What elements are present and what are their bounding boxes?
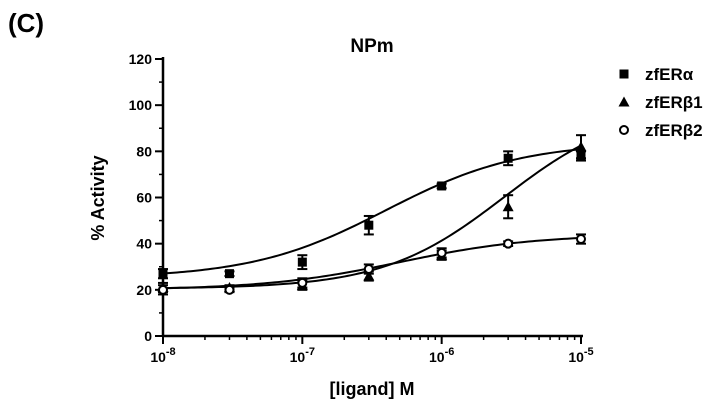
data-point [576,234,586,245]
legend-label: zfERβ2 [645,121,703,140]
data-point [224,284,235,295]
data-point [364,220,374,230]
x-tick-label: 10-5 [568,346,593,365]
y-tick-label: 0 [144,328,152,344]
y-tick-label: 120 [129,51,153,67]
x-axis-label: [ligand] M [330,379,415,399]
data-point [437,181,447,191]
plot-area: 0 20 40 60 80 100 120 10-8 10-7 10-6 10-5 [129,51,594,365]
y-tick-label: 80 [136,143,152,159]
data-point [503,153,513,163]
data-point [297,277,308,288]
chart-title: NPm [350,36,393,57]
data-point [575,141,587,152]
data-point [363,264,374,275]
data-point [158,284,168,295]
data-point [158,269,168,279]
legend-label: zfERβ1 [645,93,703,112]
panel-label: (C) [8,8,45,38]
data-point [436,247,447,258]
y-axis-label: % Activity [88,155,108,240]
y-tick-label: 60 [136,190,152,206]
data-point [297,257,307,267]
x-tick-label: 10-7 [290,346,315,365]
fit-curve [162,148,582,275]
data-point [502,201,514,212]
y-tick-label: 20 [136,282,152,298]
data-point [503,238,514,249]
x-tick-label: 10-8 [150,346,175,365]
legend-marker [619,69,629,79]
x-tick-label: 10-6 [429,346,454,365]
y-tick-label: 40 [136,236,152,252]
data-point [363,270,375,281]
legend-marker [618,96,630,107]
legend-label: zfERα [645,65,694,84]
y-tick-label: 100 [129,97,153,113]
data-point [224,269,234,279]
legend: zfERα zfERβ1 zfERβ2 [618,65,703,140]
legend-marker [619,125,629,135]
